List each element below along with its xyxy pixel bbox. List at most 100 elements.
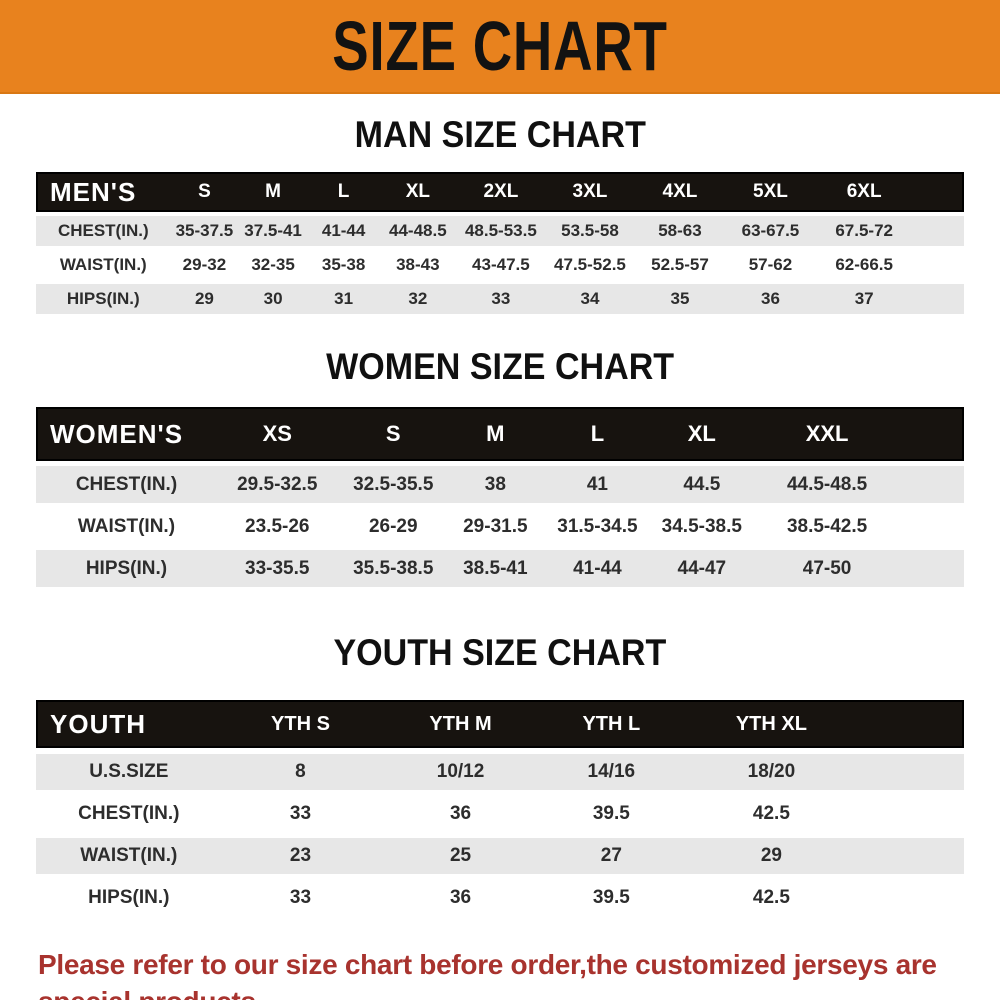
youth-section-heading: YOUTH SIZE CHART [0,632,1000,674]
size-value-cell: 26-29 [337,508,449,545]
size-value-cell: 48.5-53.5 [456,216,546,246]
size-value-cell: 33-35.5 [216,550,338,587]
size-value-cell: 43-47.5 [456,250,546,280]
size-value-cell: 38 [448,466,542,503]
women-table-row: CHEST(IN.) 29.5-32.5 32.5-35.5 38 41 44.5 44.5… [36,466,964,503]
women-table-row: HIPS(IN.) 33-35.5 35.5-38.5 38.5-41 41-44 44-… [36,550,964,587]
size-value-cell: 32.5-35.5 [337,466,449,503]
size-value-cell: 44-47 [653,550,751,587]
size-value-cell: 23 [221,838,380,874]
size-value-cell: 29-32 [170,250,239,280]
size-value-cell: 41-44 [307,216,380,246]
man-section-heading: MAN SIZE CHART [0,114,1000,156]
size-value-cell: 35-38 [307,250,380,280]
size-value-cell: 44.5 [653,466,751,503]
row-label: CHEST(IN.) [36,466,217,503]
size-value-cell: 35 [634,284,726,314]
youth-table-row: HIPS(IN.) 33 36 39.5 42.5 [36,880,964,916]
size-value-cell: 14/16 [541,754,681,790]
size-value-cell: 37 [815,284,913,314]
row-spacer-cell [912,250,964,280]
size-value-cell: 35.5-38.5 [337,550,449,587]
size-column-header: YTH L [541,700,681,748]
header-spacer-cell [903,407,964,461]
size-value-cell: 47-50 [750,550,904,587]
size-value-cell: 38.5-42.5 [750,508,904,545]
header-spacer-cell [912,172,964,212]
size-value-cell: 58-63 [634,216,726,246]
row-label: HIPS(IN.) [36,550,217,587]
size-value-cell: 36 [725,284,816,314]
youth-table-title: YOUTH [36,700,222,748]
row-label: HIPS(IN.) [36,284,171,314]
size-column-header: M [448,407,542,461]
size-value-cell: 34.5-38.5 [653,508,751,545]
size-value-cell: 62-66.5 [815,250,913,280]
row-spacer-cell [903,508,964,545]
size-chart-banner: SIZE CHART [0,0,1000,94]
size-value-cell: 41-44 [541,550,654,587]
size-value-cell: 38-43 [379,250,457,280]
row-label: U.S.SIZE [36,754,222,790]
row-label: WAIST(IN.) [36,838,222,874]
row-label: CHEST(IN.) [36,796,222,832]
size-value-cell: 36 [379,880,542,916]
size-value-cell: 38.5-41 [448,550,542,587]
size-column-header: YTH XL [680,700,862,748]
size-value-cell: 30 [238,284,308,314]
size-value-cell: 35-37.5 [170,216,239,246]
youth-size-table: YOUTH YTH S YTH M YTH L YTH XL U.S.SIZE 8 10/12… [36,694,964,922]
youth-table-header-row: YOUTH YTH S YTH M YTH L YTH XL [36,700,964,748]
size-value-cell: 67.5-72 [815,216,913,246]
size-column-header: S [337,407,449,461]
man-section-heading-text: MAN SIZE CHART [354,114,646,155]
size-value-cell: 39.5 [541,880,681,916]
size-value-cell: 29 [170,284,239,314]
size-value-cell: 34 [545,284,635,314]
women-table-title: WOMEN'S [36,407,217,461]
size-value-cell: 33 [221,796,380,832]
men-table-title: MEN'S [36,172,171,212]
row-label: CHEST(IN.) [36,216,171,246]
size-value-cell: 63-67.5 [725,216,816,246]
size-value-cell: 29.5-32.5 [216,466,338,503]
size-value-cell: 44.5-48.5 [750,466,904,503]
size-value-cell: 29 [680,838,862,874]
women-section-heading: WOMEN SIZE CHART [0,346,1000,388]
row-spacer-cell [861,880,964,916]
size-value-cell: 31 [307,284,380,314]
size-column-header: XXL [750,407,904,461]
size-value-cell: 29-31.5 [448,508,542,545]
row-label: HIPS(IN.) [36,880,222,916]
row-spacer-cell [861,754,964,790]
youth-table-row: U.S.SIZE 8 10/12 14/16 18/20 [36,754,964,790]
men-size-table: MEN'S S M L XL 2XL 3XL 4XL 5XL 6XL CHEST(IN.) 35-37… [36,168,964,318]
size-value-cell: 57-62 [725,250,816,280]
size-column-header: L [541,407,654,461]
youth-section-heading-text: YOUTH SIZE CHART [333,632,667,673]
women-table-row: WAIST(IN.) 23.5-26 26-29 29-31.5 31.5-34.5 34… [36,508,964,545]
size-value-cell: 25 [379,838,542,874]
page-title: SIZE CHART [332,7,668,85]
size-value-cell: 36 [379,796,542,832]
size-value-cell: 8 [221,754,380,790]
women-size-table: WOMEN'S XS S M L XL XXL CHEST(IN.) 29.5-32.5 32.5… [36,402,964,592]
row-spacer-cell [861,796,964,832]
size-column-header: YTH M [379,700,542,748]
size-column-header: 2XL [456,172,546,212]
size-value-cell: 37.5-41 [238,216,308,246]
size-column-header: M [238,172,308,212]
size-column-header: 3XL [545,172,635,212]
men-table-row: WAIST(IN.) 29-32 32-35 35-38 38-43 43-47.5 47.… [36,250,964,280]
size-value-cell: 53.5-58 [545,216,635,246]
size-column-header: 4XL [634,172,726,212]
row-spacer-cell [903,466,964,503]
youth-table-row: CHEST(IN.) 33 36 39.5 42.5 [36,796,964,832]
row-spacer-cell [861,838,964,874]
size-column-header: 6XL [815,172,913,212]
size-value-cell: 23.5-26 [216,508,338,545]
row-label: WAIST(IN.) [36,508,217,545]
size-value-cell: 33 [456,284,546,314]
row-label: WAIST(IN.) [36,250,171,280]
